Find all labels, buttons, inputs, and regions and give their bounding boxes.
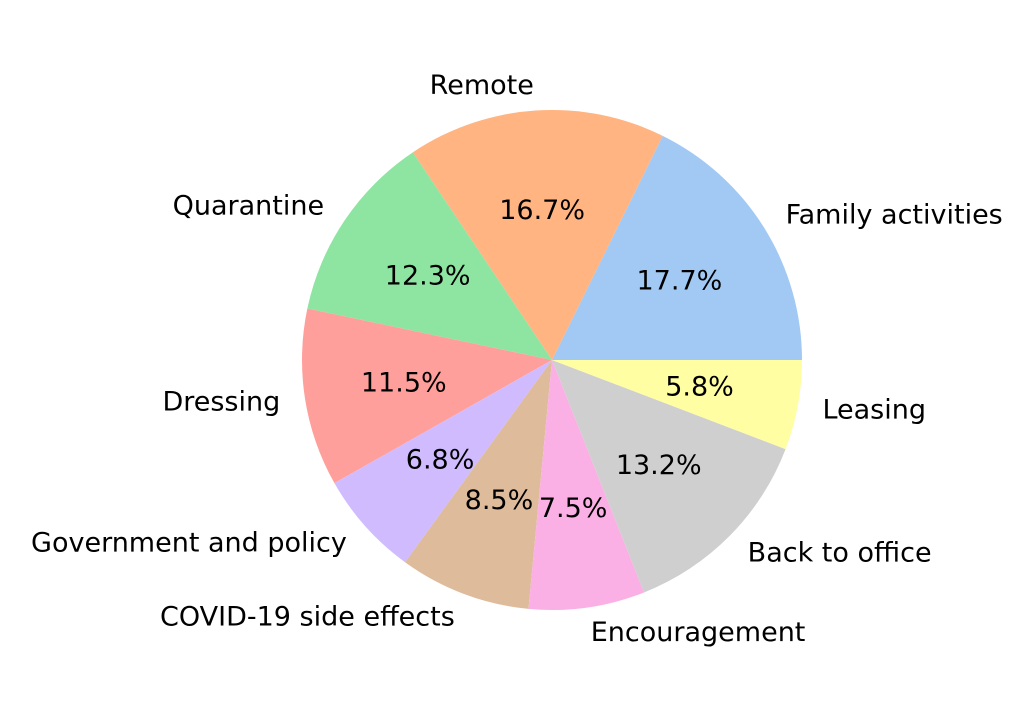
pie-category-labels: Family activities Remote Quarantine Dressin…: [31, 70, 1003, 648]
pie-category-label-family-activities: Family activities: [786, 199, 1003, 230]
pie-category-label-quarantine: Quarantine: [173, 191, 324, 222]
pie-pct-label-covid-19-side-effects: 8.5%: [465, 485, 534, 516]
pie-slice-leasing: [552, 360, 802, 450]
pie-pct-label-government-and-policy: 6.8%: [406, 444, 475, 475]
pie-slices: [302, 109, 803, 611]
pie-slice-dressing: [302, 308, 552, 484]
pie-slice-government-and-policy: [334, 360, 552, 563]
pie-category-label-government-and-policy: Government and policy: [31, 528, 347, 559]
pie-pct-label-encouragement: 7.5%: [539, 493, 608, 524]
pie-slice-family-activities: [552, 135, 803, 360]
pie-category-label-encouragement: Encouragement: [591, 617, 806, 648]
pie-pct-label-family-activities: 17.7%: [637, 265, 723, 296]
pie-slice-back-to-office: [552, 360, 786, 593]
pie-category-label-back-to-office: Back to office: [748, 538, 932, 569]
pie-category-label-leasing: Leasing: [822, 394, 926, 425]
pie-percent-labels: 17.7% 16.7% 12.3% 11.5% 6.8% 8.5% 7.5% 13.2% 5.8…: [361, 195, 734, 524]
pie-category-label-remote: Remote: [430, 70, 534, 101]
pie-slice-covid-19-side-effects: [405, 360, 552, 609]
pie-pct-label-remote: 16.7%: [499, 195, 585, 226]
pie-slice-quarantine: [307, 152, 552, 360]
pie-category-label-dressing: Dressing: [162, 387, 280, 418]
pie-pct-label-quarantine: 12.3%: [385, 261, 471, 292]
pie-pct-label-back-to-office: 13.2%: [616, 450, 702, 481]
pie-category-label-covid-19-side-effects: COVID-19 side effects: [160, 602, 455, 633]
pie-slice-encouragement: [528, 360, 645, 611]
pie-pct-label-leasing: 5.8%: [665, 372, 734, 403]
pie-slice-remote: [412, 109, 663, 360]
pie-pct-label-dressing: 11.5%: [361, 367, 447, 398]
